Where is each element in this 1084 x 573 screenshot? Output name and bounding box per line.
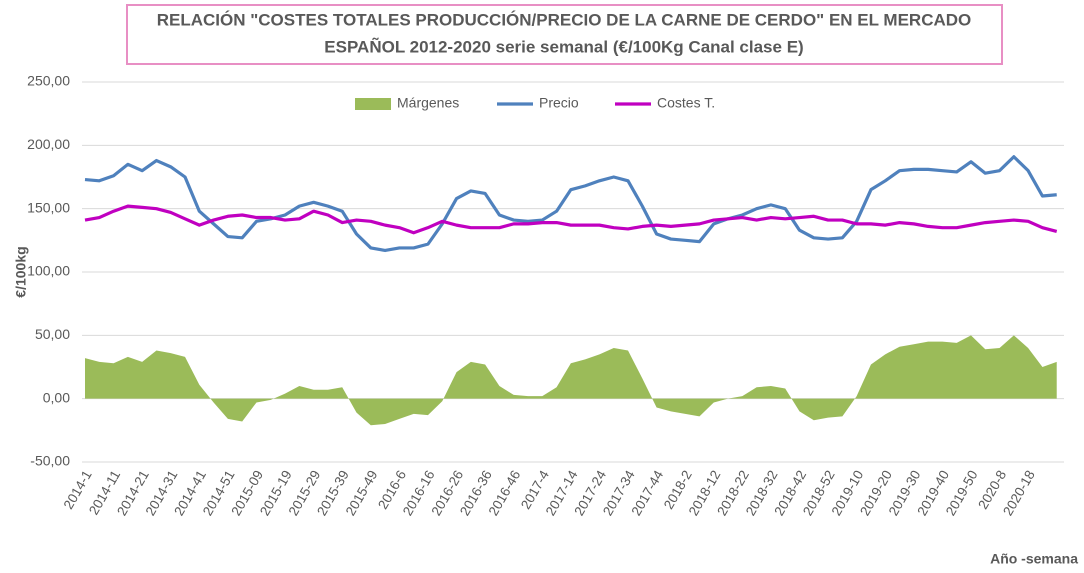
y-tick-label: 50,00 [35, 326, 70, 342]
series-line [84, 204, 1058, 235]
legend: Márgenes Precio Costes T. [355, 95, 715, 111]
margin-area [85, 335, 1057, 426]
x-axis-title: Año -semana [990, 551, 1078, 567]
legend-swatch [355, 98, 391, 110]
y-tick-label: 250,00 [27, 73, 70, 89]
y-tick-label: 0,00 [43, 389, 70, 405]
grid: -50,000,0050,00100,00150,00200,00250,002… [27, 73, 1064, 518]
y-axis-title: €/100kg [13, 246, 29, 297]
y-tick-label: 150,00 [27, 199, 70, 215]
series-line [84, 155, 1057, 253]
legend-label: Costes T. [657, 95, 715, 111]
plot [84, 155, 1058, 426]
y-tick-label: 200,00 [27, 136, 70, 152]
legend-label: Precio [539, 95, 579, 111]
chart-title: ESPAÑOL 2012-2020 serie semanal (€/100Kg… [324, 36, 803, 56]
y-tick-label: 100,00 [27, 263, 70, 279]
title-box [126, 4, 1003, 65]
y-tick-label: -50,00 [30, 453, 70, 469]
chart-title: RELACIÓN "COSTES TOTALES PRODUCCIÓN/PREC… [157, 10, 972, 29]
legend-label: Márgenes [397, 95, 459, 111]
